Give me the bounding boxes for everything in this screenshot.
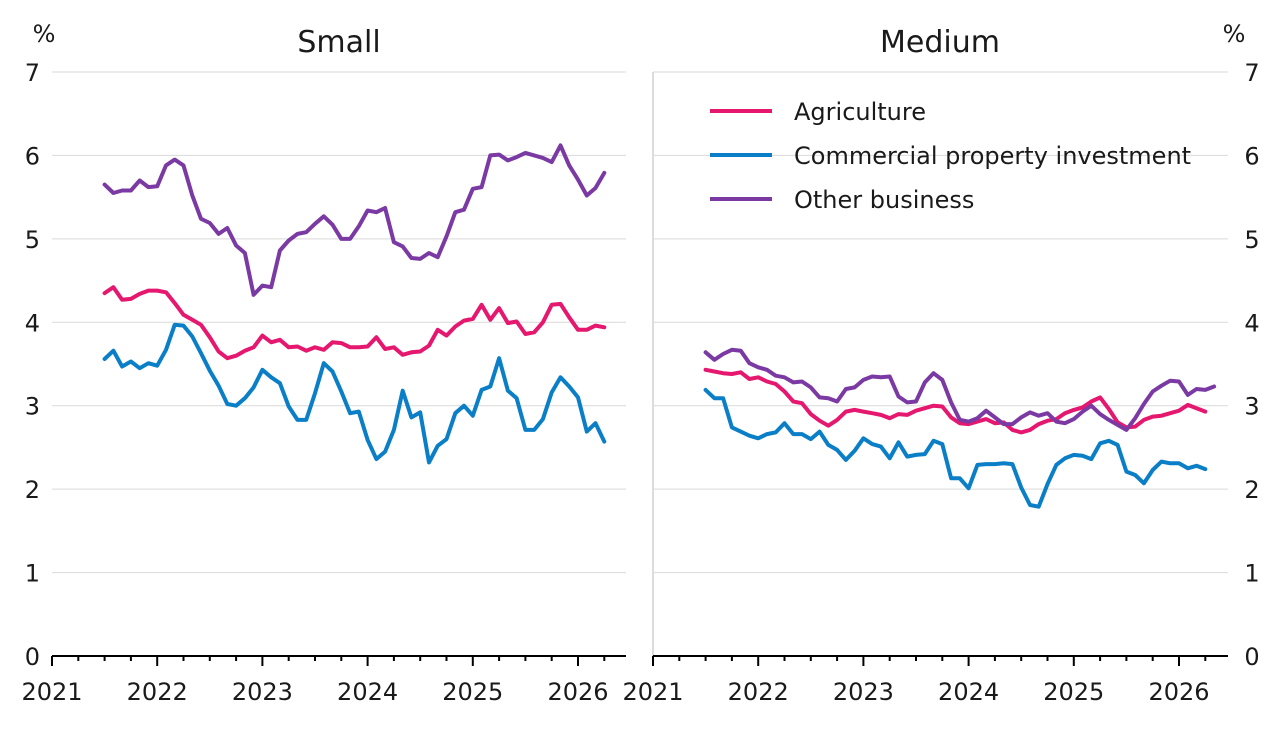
x-tick-label: 2021 bbox=[21, 678, 82, 706]
y-tick-label: 3 bbox=[1244, 393, 1259, 421]
y-tick-label: 6 bbox=[1244, 142, 1259, 170]
y-tick-label: 6 bbox=[25, 142, 40, 170]
y-tick-label: 2 bbox=[25, 476, 40, 504]
series-line-other-business bbox=[102, 143, 607, 297]
x-tick-label: 2022 bbox=[127, 678, 188, 706]
panel-title: Small bbox=[297, 25, 380, 60]
y-tick-label: 7 bbox=[1244, 59, 1259, 87]
series-line-commercial-property-investment bbox=[102, 322, 607, 465]
y-tick-label: 4 bbox=[25, 309, 40, 337]
x-tick-label: 2023 bbox=[232, 678, 293, 706]
x-tick-label: 2021 bbox=[622, 678, 683, 706]
series-line-agriculture bbox=[102, 285, 607, 361]
x-tick-label: 2024 bbox=[337, 678, 398, 706]
series-line-agriculture bbox=[703, 367, 1208, 435]
panel-title: Medium bbox=[880, 25, 1000, 60]
y-tick-label: 4 bbox=[1244, 309, 1259, 337]
x-tick-label: 2025 bbox=[442, 678, 503, 706]
y-tick-label: 2 bbox=[1244, 476, 1259, 504]
legend-label: Other business bbox=[794, 186, 974, 214]
series-line-other-business bbox=[703, 347, 1217, 432]
x-tick-label: 2026 bbox=[1148, 678, 1209, 706]
legend-label: Commercial property investment bbox=[794, 142, 1191, 170]
y-unit-label: % bbox=[1223, 20, 1246, 48]
y-tick-label: 5 bbox=[25, 226, 40, 254]
x-tick-label: 2026 bbox=[547, 678, 608, 706]
y-tick-label: 3 bbox=[25, 393, 40, 421]
series-line-commercial-property-investment bbox=[703, 387, 1208, 509]
x-tick-label: 2024 bbox=[938, 678, 999, 706]
y-tick-label: 5 bbox=[1244, 226, 1259, 254]
y-tick-label: 1 bbox=[25, 560, 40, 588]
x-tick-label: 2023 bbox=[833, 678, 894, 706]
y-tick-label: 7 bbox=[25, 59, 40, 87]
y-tick-label: 0 bbox=[25, 643, 40, 671]
x-tick-label: 2022 bbox=[728, 678, 789, 706]
y-tick-label: 0 bbox=[1244, 643, 1259, 671]
legend-label: Agriculture bbox=[794, 98, 926, 126]
y-unit-label: % bbox=[33, 20, 56, 48]
y-tick-label: 1 bbox=[1244, 560, 1259, 588]
x-tick-label: 2025 bbox=[1043, 678, 1104, 706]
